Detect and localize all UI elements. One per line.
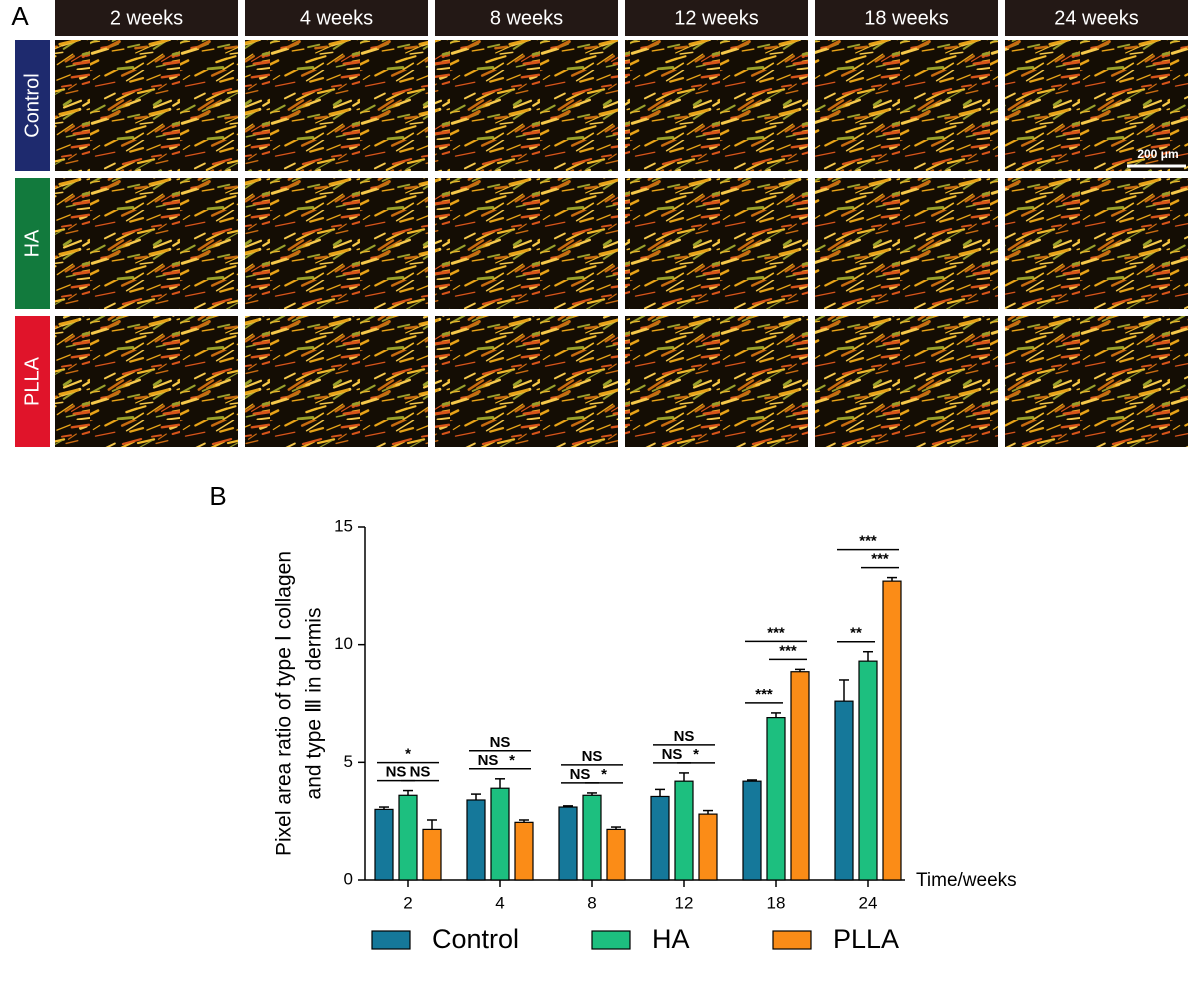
bar (422, 828, 442, 881)
significance-label: *** (755, 686, 773, 703)
significance-label: NS (674, 728, 695, 745)
bar (766, 717, 786, 881)
bar (606, 828, 626, 881)
significance-label: NS (490, 734, 511, 751)
significance-label: *** (779, 642, 797, 659)
significance-label: NS (662, 746, 683, 763)
column-label: 2 weeks (110, 7, 183, 29)
bar (790, 671, 810, 881)
micrograph (815, 178, 998, 309)
bar (398, 794, 418, 881)
micrograph (1005, 316, 1188, 447)
micrograph (55, 40, 238, 171)
significance-label: * (509, 752, 515, 769)
row-header (15, 316, 50, 447)
column-label: 18 weeks (864, 7, 949, 29)
panel-label: A (11, 1, 29, 31)
micrograph (1005, 178, 1188, 309)
legend-swatch (772, 930, 812, 950)
micrograph (245, 40, 428, 171)
y-tick-label: 15 (334, 516, 353, 535)
y-axis-title: Pixel area ratio of type Ⅰ collagen (273, 551, 296, 856)
significance-label: NS (386, 764, 407, 781)
micrograph (435, 178, 618, 309)
y-tick-label: 0 (344, 869, 353, 888)
bar (374, 808, 394, 881)
micrograph (625, 178, 808, 309)
significance-label: ** (850, 625, 862, 642)
column-header (625, 0, 808, 36)
column-header (435, 0, 618, 36)
row-label: HA (21, 229, 43, 257)
y-tick-label: 10 (334, 634, 353, 653)
row-header (15, 40, 50, 171)
micrograph (625, 40, 808, 171)
bar (466, 799, 486, 881)
column-header (1005, 0, 1188, 36)
significance-label: NS (478, 752, 499, 769)
row-label: PLLA (21, 356, 43, 406)
row-header (15, 178, 50, 309)
micrograph (815, 40, 998, 171)
legend-label: HA (652, 924, 690, 954)
x-tick-label: 18 (767, 893, 786, 912)
significance-label: *** (859, 533, 877, 550)
column-header (245, 0, 428, 36)
significance-label: NS (570, 766, 591, 783)
significance-label: NS (410, 764, 431, 781)
column-label: 4 weeks (300, 7, 373, 29)
micrograph (1005, 40, 1188, 171)
bar (858, 660, 878, 881)
micrograph (435, 316, 618, 447)
bar (834, 700, 854, 881)
micrograph (245, 316, 428, 447)
bar (674, 780, 694, 881)
bar (514, 821, 534, 881)
micrograph (55, 316, 238, 447)
legend-swatch (591, 930, 631, 950)
micrograph (815, 316, 998, 447)
x-axis-title: Time/weeks (916, 870, 1017, 891)
bar (882, 580, 902, 881)
y-tick-label: 5 (344, 752, 353, 771)
significance-label: * (693, 746, 699, 763)
y-axis-title: and type Ⅲ in dermis (303, 608, 326, 800)
bar (650, 795, 670, 881)
significance-label: NS (582, 748, 603, 765)
significance-label: *** (767, 624, 785, 641)
bar (558, 806, 578, 881)
x-tick-label: 2 (403, 893, 412, 912)
column-header (55, 0, 238, 36)
x-tick-label: 12 (675, 893, 694, 912)
micrograph (245, 178, 428, 309)
significance-label: *** (871, 551, 889, 568)
micrograph (435, 40, 618, 171)
legend-label: Control (432, 924, 519, 954)
bar (582, 794, 602, 881)
column-label: 8 weeks (490, 7, 563, 29)
micrograph (625, 316, 808, 447)
micrograph (55, 178, 238, 309)
bar (698, 813, 718, 881)
column-label: 24 weeks (1054, 7, 1139, 29)
bar (490, 787, 510, 881)
row-label: Control (21, 73, 43, 137)
panel-label: B (209, 481, 226, 511)
scale-bar-label: 200 μm (1137, 147, 1178, 161)
x-tick-label: 4 (495, 893, 504, 912)
legend-label: PLLA (833, 924, 899, 954)
bar (742, 780, 762, 881)
significance-label: * (405, 746, 411, 763)
legend-swatch (371, 930, 411, 950)
x-tick-label: 8 (587, 893, 596, 912)
column-header (815, 0, 998, 36)
significance-label: * (601, 766, 607, 783)
x-tick-label: 24 (859, 893, 878, 912)
column-label: 12 weeks (674, 7, 759, 29)
